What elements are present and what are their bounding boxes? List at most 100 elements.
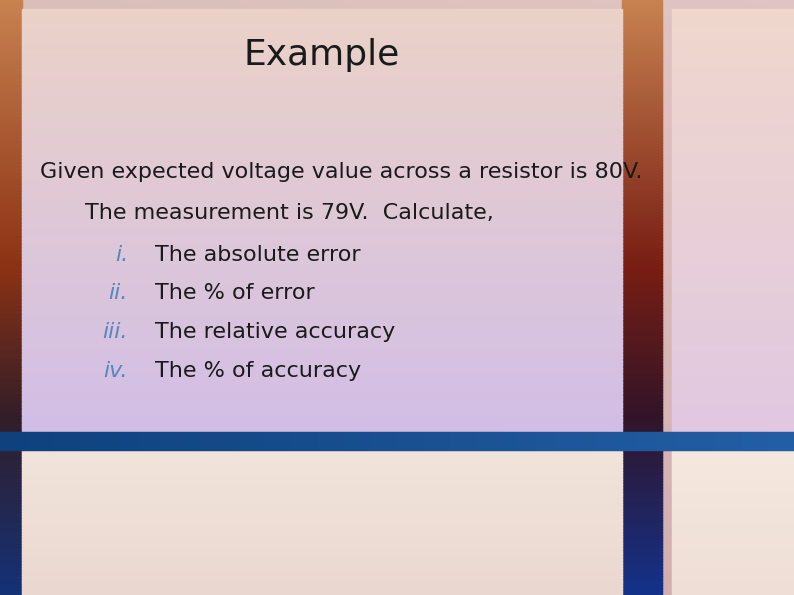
Bar: [169, 432, 170, 450]
Bar: [281, 432, 282, 450]
Bar: [114, 432, 115, 450]
Bar: [0, 11, 22, 15]
Bar: [22, 206, 622, 211]
Bar: [622, 124, 662, 128]
Bar: [489, 432, 490, 450]
Bar: [0, 46, 22, 51]
Bar: [622, 421, 662, 425]
Bar: [421, 432, 422, 450]
Bar: [622, 210, 662, 214]
Bar: [666, 432, 667, 450]
Bar: [279, 432, 280, 450]
Bar: [622, 478, 662, 482]
Bar: [22, 111, 622, 115]
Bar: [0, 201, 22, 205]
Bar: [94, 432, 95, 450]
Bar: [0, 338, 22, 342]
Bar: [584, 432, 585, 450]
Bar: [672, 139, 794, 143]
Bar: [363, 432, 364, 450]
Bar: [752, 432, 753, 450]
Bar: [622, 97, 662, 101]
Bar: [60, 432, 61, 450]
Bar: [0, 293, 22, 298]
Bar: [537, 432, 538, 450]
Bar: [22, 553, 622, 558]
Bar: [487, 432, 488, 450]
Bar: [324, 432, 325, 450]
Bar: [108, 432, 109, 450]
Bar: [93, 432, 94, 450]
Bar: [39, 432, 40, 450]
Bar: [672, 224, 794, 228]
Bar: [518, 432, 519, 450]
Bar: [720, 432, 721, 450]
Bar: [22, 516, 622, 519]
Bar: [622, 156, 662, 161]
Text: i.: i.: [115, 245, 128, 265]
Bar: [110, 432, 111, 450]
Bar: [454, 432, 455, 450]
Bar: [42, 432, 43, 450]
Bar: [475, 432, 476, 450]
Bar: [411, 432, 412, 450]
Bar: [0, 400, 22, 405]
Bar: [0, 433, 22, 437]
Bar: [334, 432, 335, 450]
Bar: [18, 432, 19, 450]
Bar: [672, 118, 794, 123]
Bar: [469, 432, 470, 450]
Bar: [542, 432, 543, 450]
Bar: [0, 127, 22, 131]
Bar: [22, 12, 622, 17]
Bar: [309, 432, 310, 450]
Bar: [622, 513, 662, 518]
Bar: [173, 432, 174, 450]
Bar: [528, 432, 529, 450]
Bar: [205, 432, 206, 450]
Bar: [672, 547, 794, 552]
Bar: [672, 507, 794, 511]
Bar: [672, 469, 794, 473]
Bar: [22, 389, 622, 393]
Bar: [622, 5, 662, 9]
Bar: [672, 132, 794, 137]
Bar: [622, 332, 662, 336]
Bar: [672, 305, 794, 309]
Bar: [672, 280, 794, 284]
Bar: [22, 255, 622, 259]
Bar: [569, 432, 570, 450]
Bar: [0, 186, 22, 190]
Bar: [622, 329, 662, 333]
Bar: [622, 281, 662, 286]
Bar: [693, 432, 694, 450]
Bar: [359, 432, 360, 450]
Bar: [672, 427, 794, 432]
Bar: [84, 432, 85, 450]
Bar: [622, 314, 662, 318]
Bar: [22, 217, 622, 221]
Bar: [0, 61, 22, 65]
Bar: [16, 432, 17, 450]
Bar: [634, 432, 635, 450]
Bar: [622, 61, 662, 65]
Bar: [22, 118, 622, 123]
Bar: [22, 513, 622, 516]
Bar: [477, 432, 478, 450]
Bar: [22, 490, 622, 493]
Bar: [22, 396, 622, 400]
Bar: [672, 519, 794, 522]
Bar: [402, 432, 403, 450]
Bar: [206, 432, 207, 450]
Bar: [672, 206, 794, 211]
Bar: [196, 432, 197, 450]
Bar: [622, 543, 662, 547]
Bar: [622, 424, 662, 428]
Bar: [622, 46, 662, 51]
Bar: [622, 130, 662, 134]
Bar: [458, 432, 459, 450]
Bar: [672, 368, 794, 372]
Bar: [622, 415, 662, 419]
Bar: [672, 287, 794, 292]
Bar: [22, 83, 622, 87]
